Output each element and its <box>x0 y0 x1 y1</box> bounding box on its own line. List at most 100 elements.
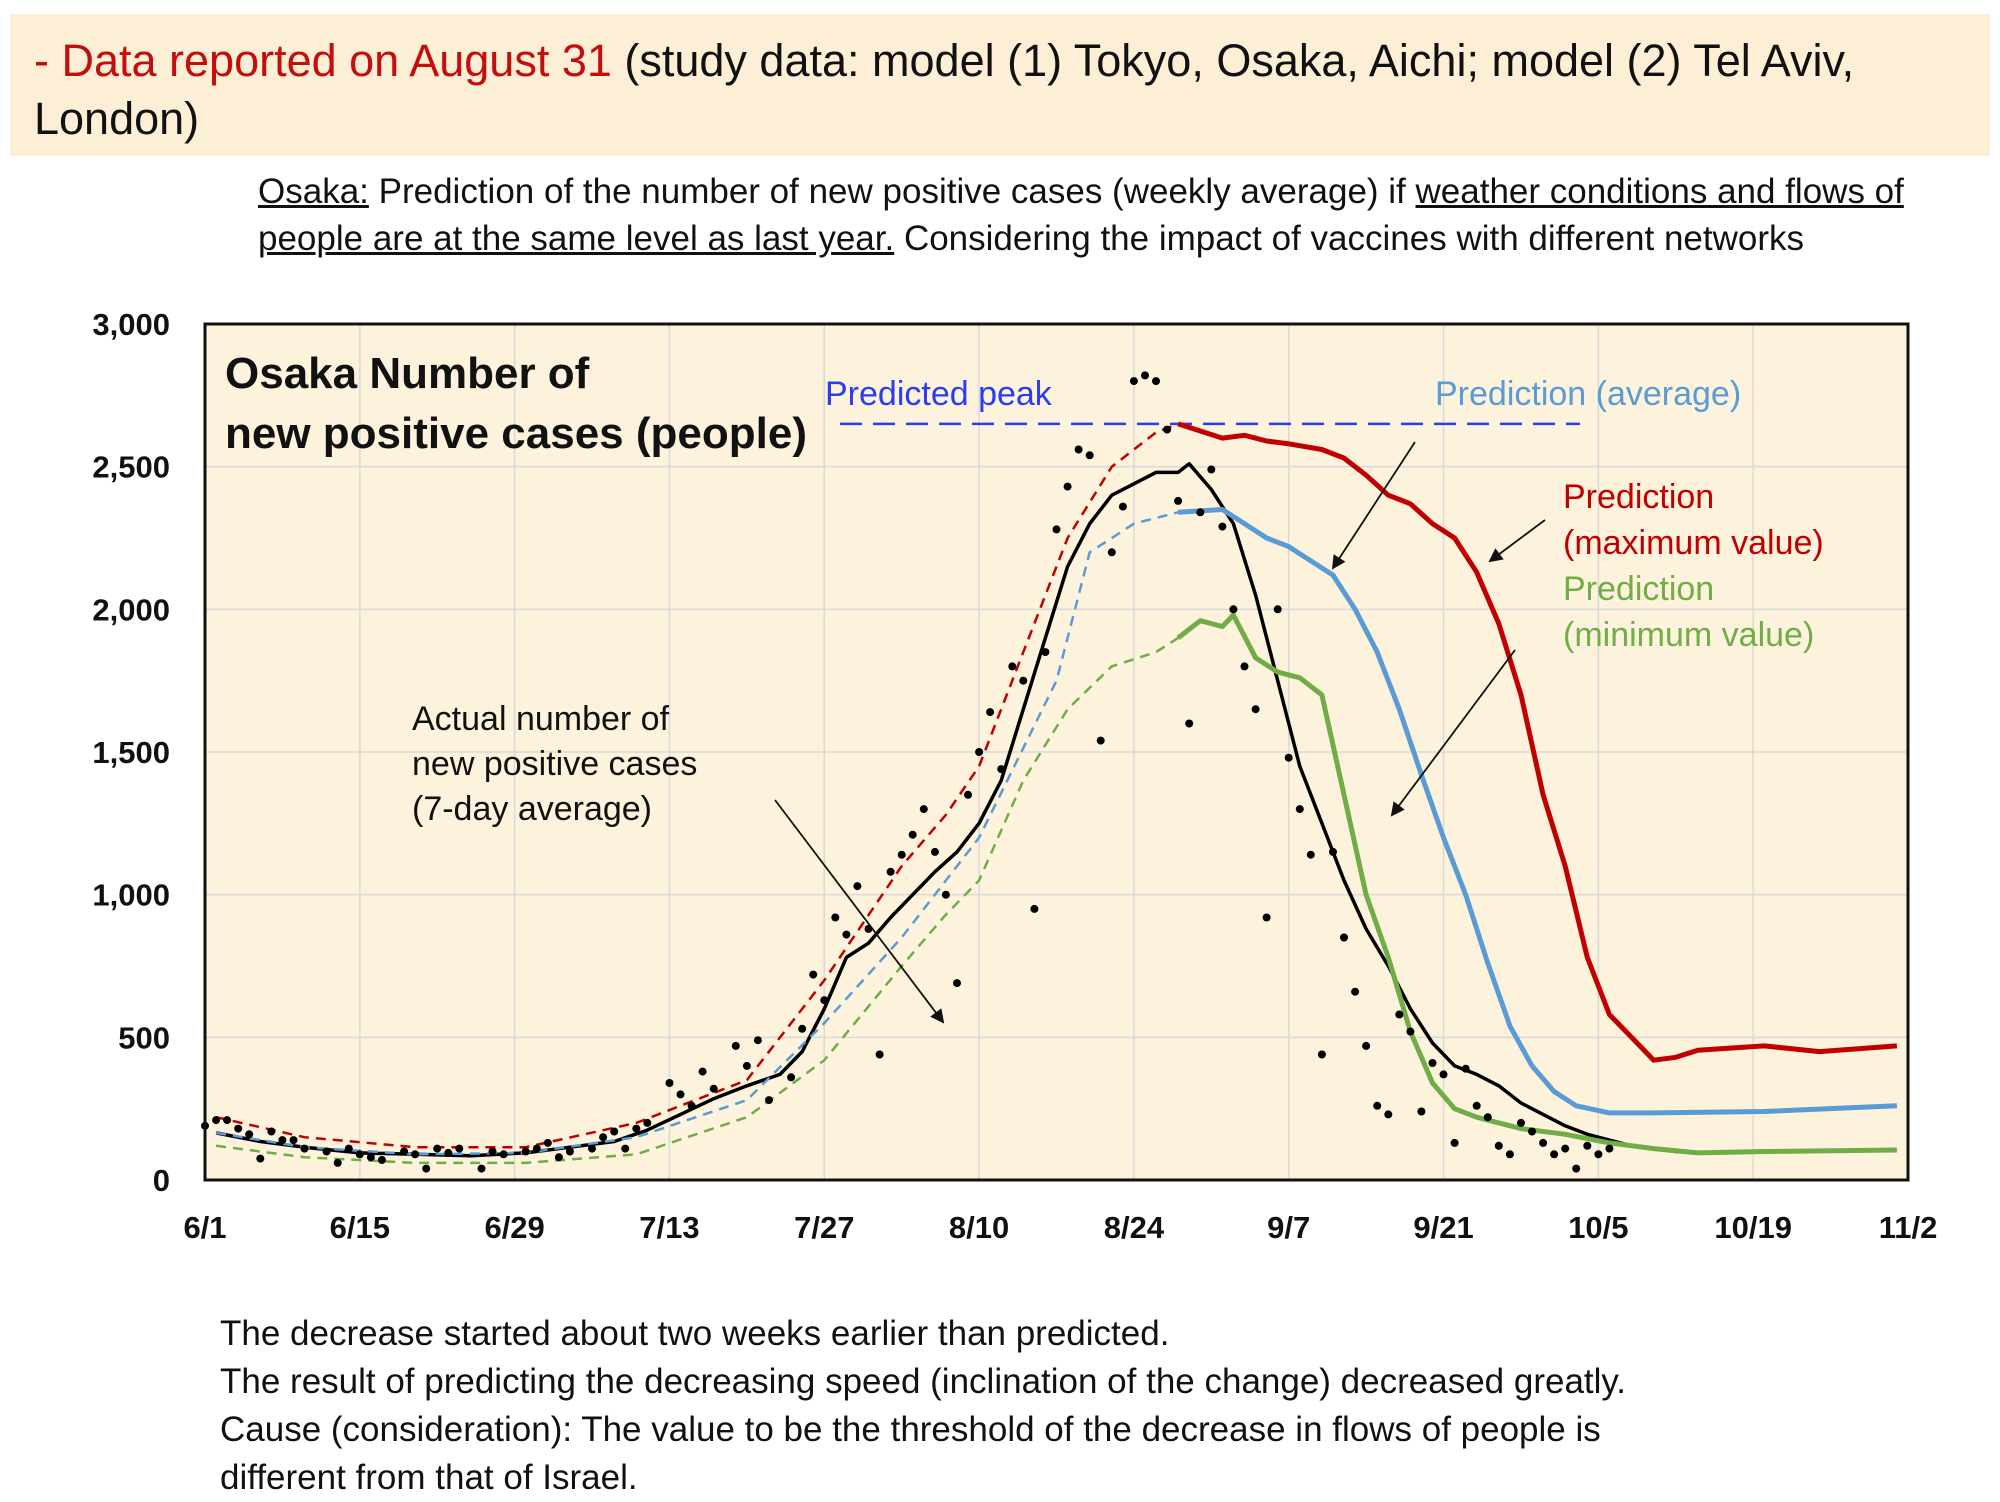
daily-point <box>322 1147 331 1156</box>
banner-highlight: - Data reported on August 31 <box>34 35 612 86</box>
prediction-average-label: Prediction (average) <box>1435 375 1741 413</box>
daily-point <box>676 1090 685 1099</box>
daily-point <box>1572 1164 1581 1173</box>
daily-point <box>333 1158 342 1167</box>
daily-point <box>212 1116 221 1125</box>
daily-point <box>1494 1141 1503 1150</box>
daily-point <box>1417 1107 1426 1116</box>
daily-point <box>1384 1110 1393 1119</box>
chart-description: Osaka: Prediction of the number of new p… <box>258 168 1918 262</box>
daily-point <box>245 1130 254 1139</box>
daily-point <box>1461 1064 1470 1073</box>
prediction-max-label-2: (maximum value) <box>1563 524 1824 562</box>
daily-point <box>1284 753 1293 762</box>
gridlines <box>204 323 1909 1181</box>
daily-point <box>366 1153 375 1162</box>
daily-point <box>875 1050 884 1059</box>
daily-point <box>753 1036 762 1045</box>
daily-point <box>521 1147 530 1156</box>
average-arrow <box>1331 441 1416 570</box>
daily-point <box>355 1150 364 1159</box>
daily-point <box>1550 1150 1559 1159</box>
daily-point <box>1118 502 1127 511</box>
daily-point <box>1152 377 1160 386</box>
daily-point <box>1008 662 1017 671</box>
daily-point <box>1472 1101 1481 1110</box>
daily-point <box>1340 933 1348 942</box>
daily-point <box>886 867 895 876</box>
daily-point <box>997 765 1006 774</box>
description-city: Osaka: <box>258 172 369 211</box>
daily-point <box>1528 1127 1536 1136</box>
daily-point <box>1262 913 1271 922</box>
daily-point <box>1295 805 1304 814</box>
y-tick-label: 500 <box>118 1020 170 1055</box>
note-line-4: different from that of Israel. <box>220 1458 638 1497</box>
min-arrow <box>1390 649 1516 817</box>
daily-point <box>632 1124 641 1133</box>
y-tick-label: 3,000 <box>92 307 170 342</box>
x-tick-label: 7/27 <box>794 1210 854 1245</box>
daily-point <box>1594 1150 1603 1159</box>
daily-point <box>1107 548 1116 557</box>
daily-point <box>1185 719 1194 728</box>
daily-point <box>1141 371 1149 380</box>
daily-point <box>543 1138 552 1147</box>
daily-point <box>422 1164 431 1173</box>
daily-point <box>897 850 906 859</box>
daily-point <box>1351 987 1360 996</box>
daily-point <box>1406 1027 1415 1036</box>
daily-point <box>842 930 851 939</box>
series-1-dashed <box>215 511 1179 1156</box>
daily-point <box>820 996 829 1005</box>
daily-point <box>742 1061 751 1070</box>
x-tick-label: 6/15 <box>330 1210 390 1245</box>
series-2-dashed <box>215 422 1179 1149</box>
daily-point <box>1229 605 1238 614</box>
y-tick-label: 1,000 <box>92 878 170 913</box>
daily-point <box>488 1147 497 1156</box>
x-tick-label: 9/21 <box>1413 1210 1473 1245</box>
daily-point <box>455 1144 464 1153</box>
daily-point <box>709 1084 718 1093</box>
plot-border <box>203 322 1910 1182</box>
daily-point <box>300 1144 309 1153</box>
daily-point <box>278 1136 287 1145</box>
daily-point <box>665 1079 674 1087</box>
header-banner: - Data reported on August 31 (study data… <box>10 14 1990 156</box>
daily-point <box>953 979 961 988</box>
daily-point <box>1085 451 1094 460</box>
daily-point <box>1019 676 1028 685</box>
daily-point <box>643 1118 652 1127</box>
x-tick-label: 10/19 <box>1714 1210 1792 1245</box>
x-tick-label: 8/10 <box>949 1210 1009 1245</box>
daily-point <box>1450 1138 1459 1147</box>
daily-point <box>1329 847 1337 856</box>
daily-point <box>499 1150 508 1159</box>
daily-point <box>588 1144 596 1153</box>
daily-point <box>1273 605 1282 614</box>
daily-point <box>477 1164 486 1173</box>
daily-point <box>1317 1050 1326 1059</box>
daily-point <box>267 1127 276 1136</box>
series-2-solid <box>1177 421 1898 1063</box>
daily-point <box>554 1153 563 1162</box>
daily-point <box>1207 465 1216 474</box>
x-tick-label: 6/1 <box>183 1210 226 1245</box>
daily-point <box>1196 508 1205 517</box>
daily-point <box>1306 850 1315 859</box>
daily-point <box>1539 1138 1548 1147</box>
daily-point <box>610 1127 619 1136</box>
x-tick-label: 7/13 <box>639 1210 699 1245</box>
description-part1: Prediction of the number of new positive… <box>368 172 1416 211</box>
daily-point <box>908 830 917 839</box>
daily-point <box>975 748 984 756</box>
daily-point <box>1362 1041 1371 1050</box>
actual-label-3: (7-day average) <box>412 790 652 828</box>
daily-point <box>930 847 939 856</box>
chart-title-line-2: new positive cases (people) <box>225 409 807 458</box>
daily-point <box>1218 522 1227 531</box>
daily-point <box>621 1144 630 1153</box>
daily-point <box>1074 445 1083 454</box>
max-arrow <box>1488 519 1546 563</box>
